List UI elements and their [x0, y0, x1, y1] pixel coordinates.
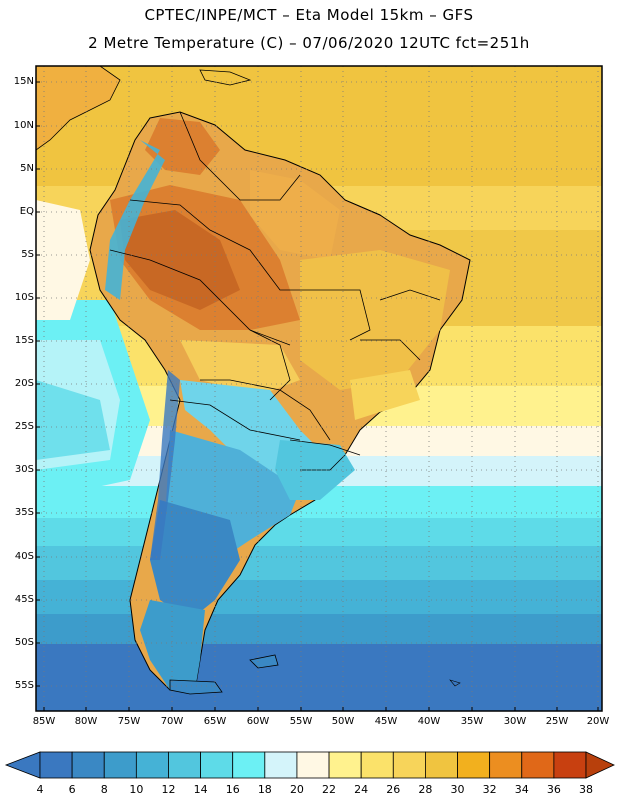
lon-label: 55W [289, 716, 313, 727]
colorbar-label: 26 [386, 783, 401, 796]
map-title: CPTEC/INPE/MCT – Eta Model 15km – GFS [144, 6, 474, 24]
colorbar-swatch [103, 751, 137, 779]
lat-label: 15S [14, 335, 34, 346]
lon-label: 20W [586, 716, 610, 727]
colorbar-label: 20 [289, 783, 304, 796]
lat-label: 55S [14, 680, 34, 691]
colorbar-swatch [39, 751, 73, 779]
colorbar-label: 24 [354, 783, 369, 796]
lon-label: 85W [32, 716, 56, 727]
lat-label: 35S [14, 507, 34, 518]
lon-label: 80W [74, 716, 98, 727]
colorbar [4, 751, 615, 779]
country-borders [109, 111, 441, 471]
colorbar-swatch [457, 751, 491, 779]
colorbar-label: 36 [546, 783, 561, 796]
colorbar-high-arrow [585, 751, 615, 779]
lon-label: 30W [503, 716, 527, 727]
lat-label: 50S [14, 637, 34, 648]
lat-label: 45S [14, 594, 34, 605]
map-subtitle: 2 Metre Temperature (C) – 07/06/2020 12U… [88, 34, 530, 52]
colorbar-label: 16 [225, 783, 240, 796]
lon-label: 70W [160, 716, 184, 727]
colorbar-label: 22 [322, 783, 337, 796]
colorbar-low-arrow [4, 751, 41, 779]
lon-label: 45W [374, 716, 398, 727]
colorbar-label: 38 [579, 783, 593, 796]
lat-label: 30S [14, 464, 34, 475]
lon-label: 50W [331, 716, 355, 727]
colorbar-swatch [489, 751, 523, 779]
lat-label: 10N [13, 120, 34, 131]
lon-label: 60W [246, 716, 270, 727]
colorbar-label: 12 [161, 783, 176, 796]
colorbar-label: 8 [100, 783, 108, 796]
colorbar-swatch [521, 751, 555, 779]
colorbar-swatch [360, 751, 394, 779]
colorbar-label: 28 [418, 783, 433, 796]
colorbar-swatch [264, 751, 298, 779]
lat-label: 15N [13, 76, 34, 87]
lat-label: 20S [14, 378, 34, 389]
lat-label: 10S [14, 292, 34, 303]
colorbar-label: 6 [68, 783, 76, 796]
lat-label: 5N [20, 163, 34, 174]
colorbar-swatch [168, 751, 201, 779]
colorbar-label: 4 [36, 783, 44, 796]
lon-label: 40W [417, 716, 441, 727]
colorbar-label: 18 [257, 783, 272, 796]
lat-label: 5S [21, 249, 34, 260]
colorbar-swatch [296, 751, 330, 779]
colorbar-swatch [71, 751, 105, 779]
lon-label: 25W [545, 716, 569, 727]
lon-label: 75W [117, 716, 141, 727]
colorbar-label: 30 [450, 783, 465, 796]
colorbar-swatch [328, 751, 362, 779]
lat-label: EQ [19, 206, 34, 217]
colorbar-swatch [392, 751, 426, 779]
colorbar-swatch [553, 751, 587, 779]
lon-label: 35W [460, 716, 484, 727]
colorbar-swatch [135, 751, 169, 779]
colorbar-label: 32 [482, 783, 497, 796]
temperature-field [36, 66, 602, 711]
lat-label: 25S [14, 421, 34, 432]
lat-label: 40S [14, 551, 34, 562]
colorbar-swatch [232, 751, 266, 779]
axis-ticks [36, 81, 599, 711]
colorbar-swatch [425, 751, 458, 779]
colorbar-swatch [200, 751, 234, 779]
colorbar-label: 34 [514, 783, 529, 796]
lon-label: 65W [203, 716, 227, 727]
colorbar-label: 14 [193, 783, 208, 796]
map-frame [35, 65, 603, 712]
colorbar-label: 10 [129, 783, 144, 796]
